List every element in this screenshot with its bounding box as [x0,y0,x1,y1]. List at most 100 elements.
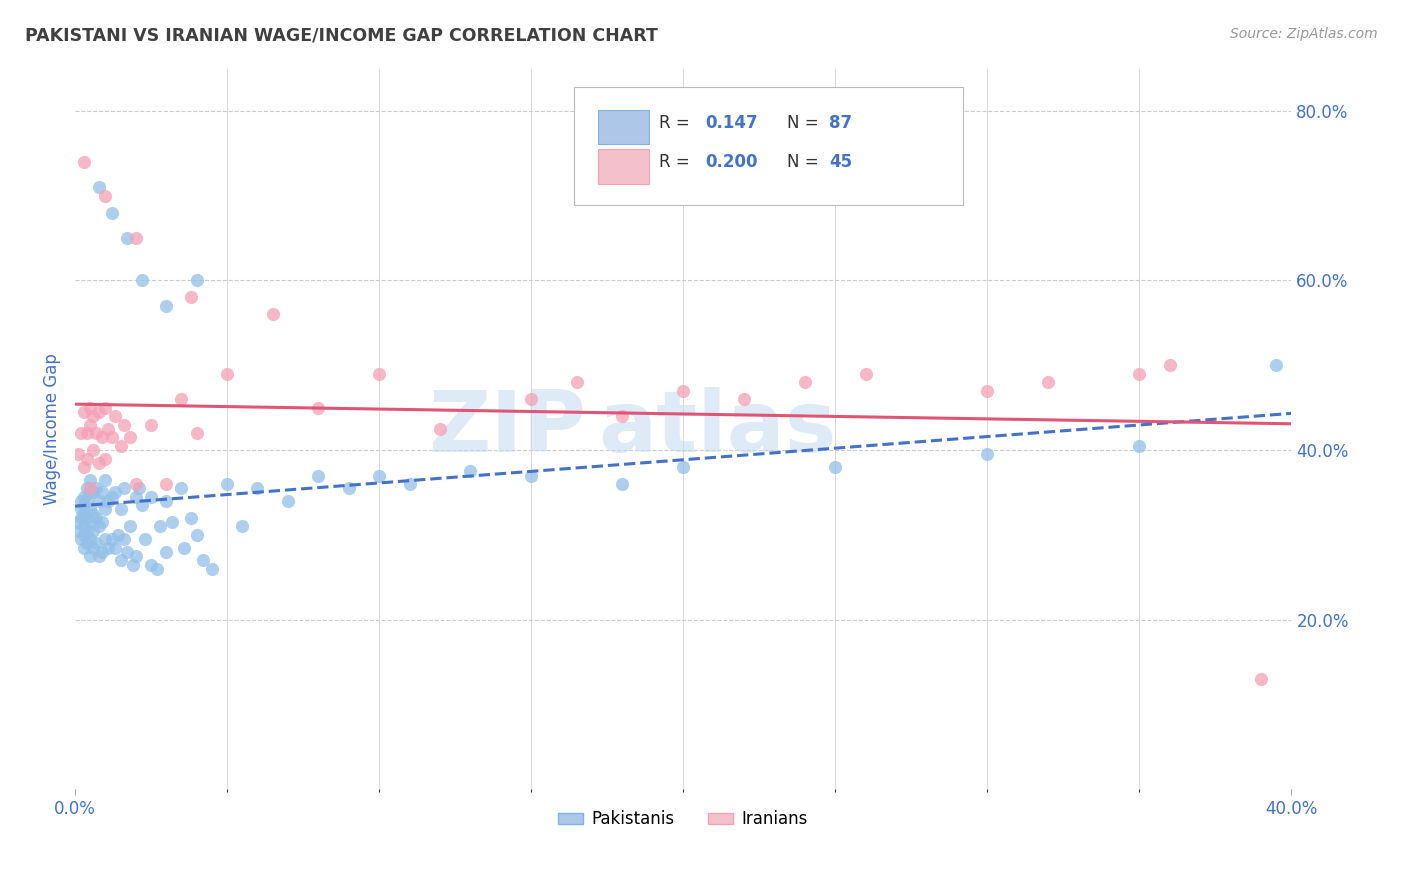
Point [125,477,148,491]
Point [70,502,93,516]
Point [73,154,96,169]
Point [91,515,114,529]
Point [855,367,877,381]
Point [79,473,101,487]
Point [84,481,107,495]
Point [67,515,90,529]
Point [82,541,104,555]
Point [215,367,238,381]
Text: atlas: atlas [598,387,837,470]
Point [118,430,141,444]
Point [82,485,104,500]
Point [139,490,162,504]
Point [73,507,96,521]
Point [103,485,125,500]
Point [76,511,98,525]
Point [91,545,114,559]
Point [84,511,107,525]
Point [82,524,104,538]
Point [155,494,177,508]
Point [94,188,117,202]
Point [79,549,101,563]
Point [76,481,98,495]
Point [94,451,117,466]
Point [70,532,93,546]
Point [100,532,122,546]
Point [89,549,111,563]
Point [155,477,177,491]
Point [215,477,238,491]
Text: PAKISTANI VS IRANIAN WAGE/INCOME GAP CORRELATION CHART: PAKISTANI VS IRANIAN WAGE/INCOME GAP COR… [25,27,658,45]
Point [155,299,177,313]
Point [368,468,391,483]
FancyBboxPatch shape [598,149,650,184]
Point [672,460,695,475]
Point [73,498,96,512]
Point [91,430,114,444]
Point [89,405,111,419]
Point [793,376,815,390]
Point [307,401,329,415]
Point [73,519,96,533]
Point [76,494,98,508]
Point [100,205,122,219]
Point [170,392,193,407]
Point [70,426,93,441]
Text: Source: ZipAtlas.com: Source: ZipAtlas.com [1230,27,1378,41]
Text: N =: N = [786,153,824,171]
Text: 87: 87 [830,113,852,132]
Point [976,447,998,461]
Point [73,405,96,419]
Point [79,417,101,432]
Point [149,519,172,533]
Point [97,541,120,555]
Point [612,409,634,424]
Text: R =: R = [659,113,695,132]
Point [112,481,135,495]
Point [110,439,132,453]
Point [73,490,96,504]
Point [73,541,96,555]
Point [246,481,269,495]
Point [134,532,156,546]
Y-axis label: Wage/Income Gap: Wage/Income Gap [44,353,60,505]
Point [170,481,193,495]
Point [97,494,120,508]
Text: N =: N = [786,113,824,132]
Point [146,562,169,576]
Point [110,502,132,516]
Point [94,532,117,546]
Point [231,519,253,533]
Point [91,485,114,500]
Point [76,524,98,538]
Point [733,392,755,407]
Point [1159,359,1181,373]
Point [82,443,104,458]
Point [307,468,329,483]
Point [67,447,90,461]
Point [139,558,162,572]
Point [94,401,117,415]
Point [1128,367,1150,381]
FancyBboxPatch shape [574,87,963,205]
Point [100,490,122,504]
Point [112,417,135,432]
Point [121,558,143,572]
Point [82,409,104,424]
Point [1265,359,1288,373]
Point [89,180,111,194]
Legend: Pakistanis, Iranians: Pakistanis, Iranians [551,804,814,835]
Point [112,532,135,546]
Point [125,549,148,563]
Point [79,532,101,546]
Point [460,464,482,478]
Point [520,468,543,483]
Point [201,562,224,576]
Point [97,422,120,436]
Point [672,384,695,398]
Point [79,502,101,516]
Text: 0.200: 0.200 [706,153,758,171]
Point [1128,439,1150,453]
Point [1036,376,1059,390]
FancyBboxPatch shape [598,110,650,145]
